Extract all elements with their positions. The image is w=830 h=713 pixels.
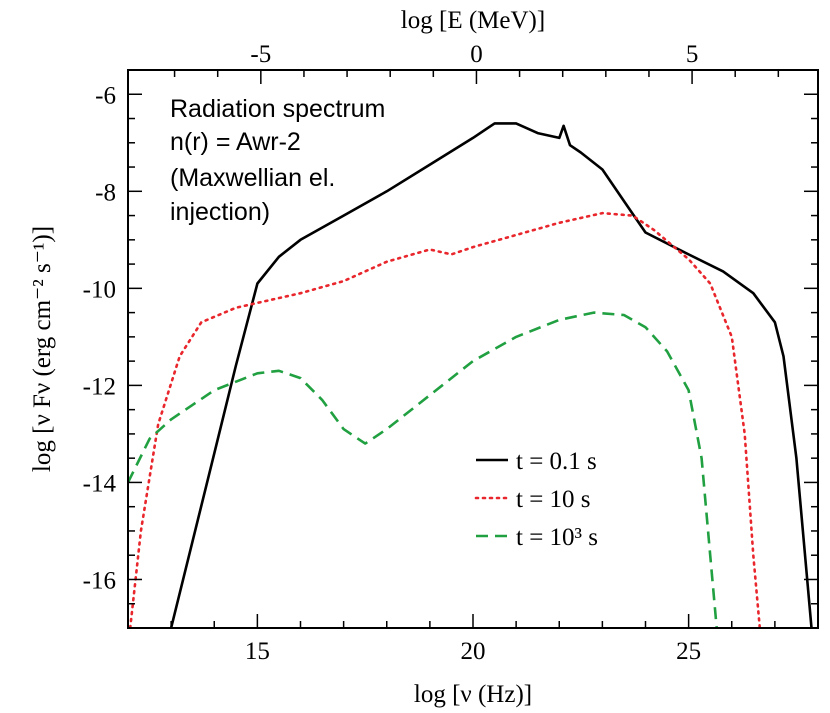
top-x-axis-title: log [E (MeV)] xyxy=(401,7,545,34)
top-x-tick-label: -5 xyxy=(250,41,271,68)
y-tick-label: -12 xyxy=(83,373,116,400)
y-tick-label: -16 xyxy=(83,567,116,594)
top-x-tick-label: 0 xyxy=(470,41,483,68)
top-x-tick-label: 5 xyxy=(686,41,699,68)
legend-label-1: t = 0.1 s xyxy=(516,448,597,475)
annotation-line-1: Radiation spectrum xyxy=(170,95,385,123)
x-tick-label: 20 xyxy=(461,638,486,665)
y-tick-label: -14 xyxy=(83,470,117,497)
series-line-2 xyxy=(128,211,762,628)
x-axis-title: log [ν (Hz)] xyxy=(414,681,532,708)
annotation-line-4: injection) xyxy=(170,198,270,226)
y-tick-label: -8 xyxy=(95,179,116,206)
annotation-line-3: (Maxwellian el. xyxy=(170,164,335,192)
legend-label-3: t = 10³ s xyxy=(516,524,598,551)
annotation: Radiation spectrum n(r) = Awr-2 (Maxwell… xyxy=(170,95,385,226)
x-tick-label: 25 xyxy=(676,638,701,665)
y-tick-label: -10 xyxy=(83,276,116,303)
y-axis-title: log [ν Fν (erg cm⁻² s⁻¹)] xyxy=(29,226,56,472)
series-line-3 xyxy=(128,311,718,628)
series-line-1 xyxy=(169,122,813,628)
y-tick-label: -6 xyxy=(95,82,116,109)
x-tick-label: 15 xyxy=(245,638,270,665)
legend-label-2: t = 10 s xyxy=(516,486,591,513)
legend: t = 0.1 s t = 10 s t = 10³ s xyxy=(474,448,598,551)
annotation-line-2: n(r) = Awr-2 xyxy=(170,128,301,156)
